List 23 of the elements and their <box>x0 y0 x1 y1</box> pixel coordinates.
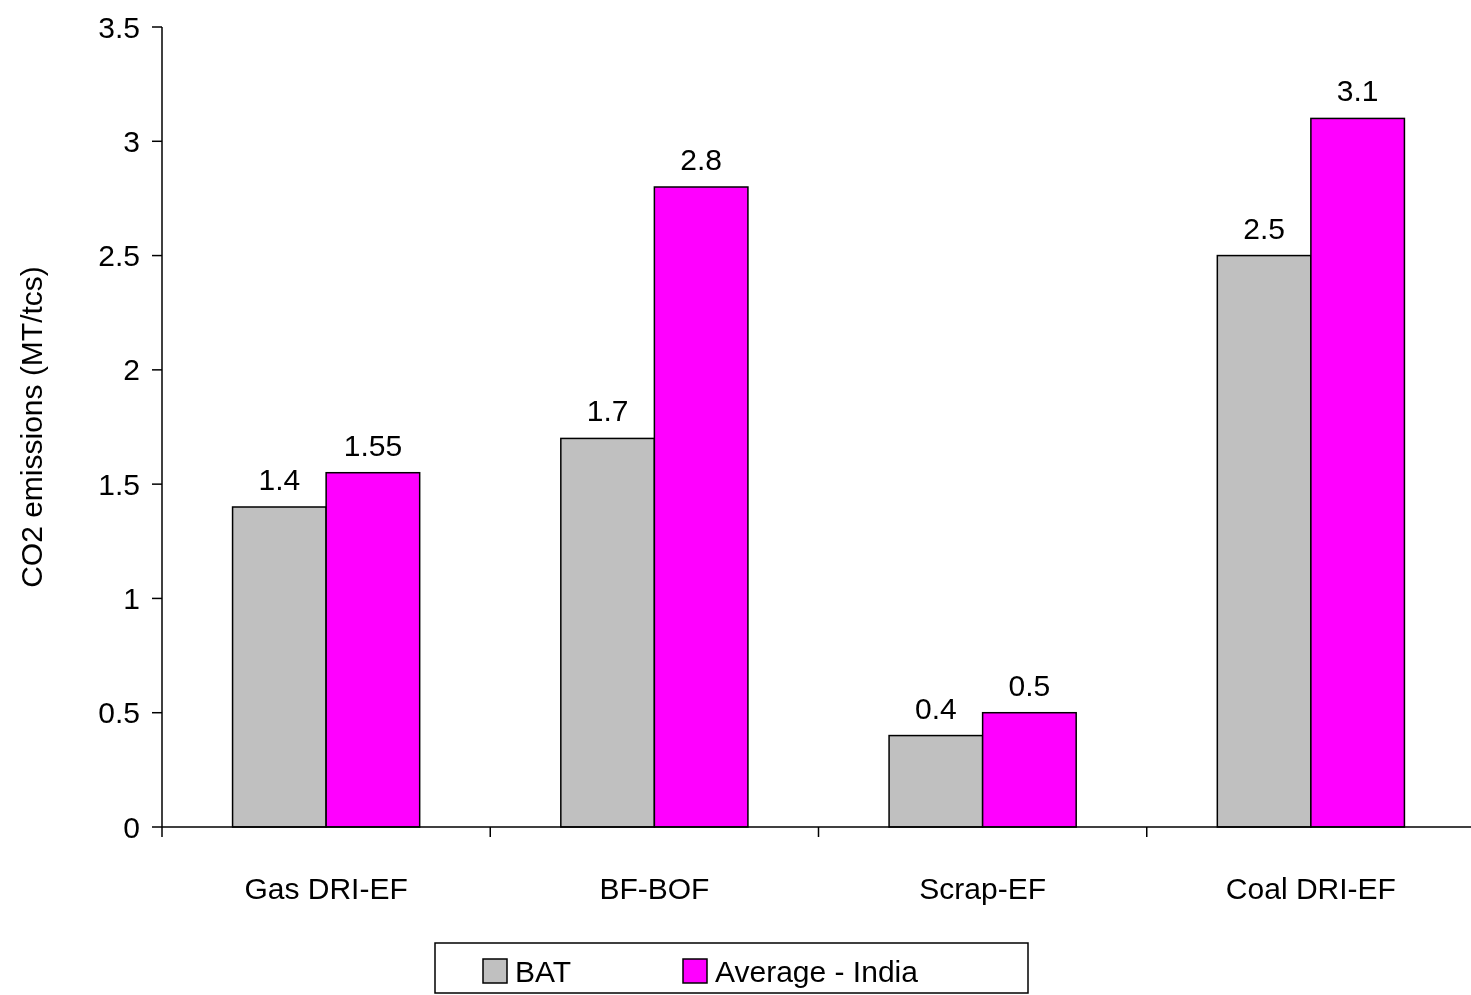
x-tick-label: Gas DRI-EF <box>244 872 408 905</box>
y-axis-title: CO2 emissions (MT/tcs) <box>15 266 48 588</box>
data-label: 3.1 <box>1336 74 1379 108</box>
y-tick-label: 0 <box>123 810 140 844</box>
y-tick-label: 1 <box>123 581 140 615</box>
x-tick-label: Scrap-EF <box>919 872 1046 905</box>
data-label: 0.5 <box>1008 668 1051 702</box>
x-tick-label: BF-BOF <box>599 872 710 905</box>
legend-label: Average - India <box>715 954 919 988</box>
y-tick-label: 2.5 <box>98 239 140 273</box>
data-label: 0.4 <box>914 691 957 725</box>
y-tick-label: 0.5 <box>98 696 140 730</box>
y-tick-label: 3 <box>123 124 140 158</box>
x-tick-label: Coal DRI-EF <box>1225 872 1396 905</box>
legend-label: BAT <box>515 954 572 988</box>
data-label: 1.7 <box>586 394 629 428</box>
data-label: 2.8 <box>680 143 723 176</box>
data-label: 1.4 <box>258 463 301 496</box>
data-label: 2.5 <box>1243 211 1285 245</box>
y-tick-label: 3.5 <box>98 10 140 44</box>
y-tick-label: 2 <box>123 353 140 387</box>
data-label: 1.55 <box>343 428 403 462</box>
y-tick-label: 1.5 <box>98 467 140 501</box>
